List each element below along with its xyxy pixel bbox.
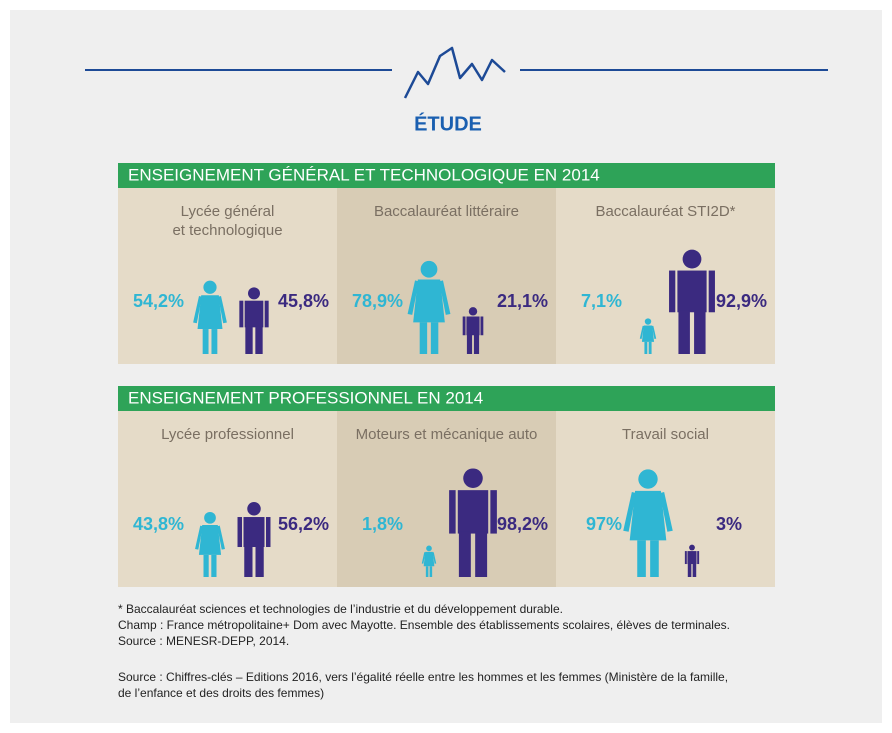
- figure-head: [638, 469, 657, 488]
- figure-body: [245, 301, 264, 328]
- figure-head: [683, 250, 702, 269]
- figure-body: [466, 316, 479, 335]
- figure-arm: [669, 271, 675, 313]
- figure-body: [199, 525, 221, 555]
- figure-head: [204, 512, 216, 524]
- panel-label: Moteurs et mécanique auto: [356, 426, 538, 443]
- figure-head: [689, 545, 695, 551]
- women-percent: 54,2%: [133, 291, 184, 311]
- figure-leg: [244, 546, 252, 577]
- figure-arm: [490, 490, 497, 533]
- figure-body: [413, 280, 445, 323]
- figure-head: [426, 546, 432, 552]
- panel-label: et technologique: [172, 222, 282, 239]
- figure-leg: [459, 531, 471, 577]
- panel-label: Travail social: [622, 426, 709, 443]
- figure-arm: [685, 551, 687, 564]
- men-percent: 92,9%: [716, 291, 767, 311]
- source-note: Source : Chiffres-clés – Editions 2016, …: [118, 670, 728, 684]
- women-percent: 7,1%: [581, 291, 622, 311]
- figure-head: [421, 261, 438, 278]
- figure-leg: [678, 310, 689, 354]
- figure-head: [248, 287, 260, 299]
- figure-leg: [467, 334, 472, 354]
- men-percent: 45,8%: [278, 291, 329, 311]
- figure-body: [642, 325, 654, 341]
- figure-leg: [245, 326, 252, 354]
- figure-leg: [211, 329, 217, 354]
- header-title: ÉTUDE: [414, 112, 482, 135]
- figure-leg: [203, 329, 209, 354]
- panel-label: Lycée professionnel: [161, 426, 294, 443]
- figure-arm: [266, 517, 270, 547]
- figure-leg: [255, 546, 263, 577]
- figure-leg: [420, 322, 427, 354]
- figure-arm: [449, 490, 456, 533]
- figure-arm: [709, 271, 715, 313]
- panel-label: Baccalauréat littéraire: [374, 203, 519, 220]
- figure-arm: [265, 301, 269, 328]
- figure-head: [469, 307, 477, 315]
- figure-head: [463, 468, 483, 488]
- figure-leg: [694, 310, 705, 354]
- figure-leg: [650, 540, 659, 577]
- figure-leg: [649, 342, 652, 354]
- figure-leg: [430, 566, 433, 577]
- figure-leg: [203, 555, 208, 577]
- figure-body: [458, 490, 488, 533]
- footnote: Source : MENESR-DEPP, 2014.: [118, 634, 289, 648]
- figure-leg: [475, 531, 487, 577]
- figure-leg: [644, 342, 647, 354]
- figure-arm: [463, 316, 466, 335]
- footnote: Champ : France métropolitaine+ Dom avec …: [118, 618, 730, 632]
- men-percent: 56,2%: [278, 514, 329, 534]
- men-percent: 21,1%: [497, 291, 548, 311]
- women-percent: 97%: [586, 514, 622, 534]
- figure-body: [630, 491, 667, 540]
- source-note: de l’enfance et des droits des femmes): [118, 686, 324, 700]
- figure-leg: [474, 334, 479, 354]
- page: ÉTUDE ENSEIGNEMENT GÉNÉRAL ET TECHNOLOGI…: [0, 0, 892, 733]
- figure-leg: [426, 566, 429, 577]
- figure-body: [424, 552, 435, 566]
- figure-body: [198, 295, 223, 329]
- men-percent: 3%: [716, 514, 742, 534]
- figure-arm: [697, 551, 699, 564]
- figure-body: [687, 551, 696, 564]
- figure-arm: [238, 517, 242, 547]
- panel-label: Baccalauréat STI2D*: [595, 203, 735, 220]
- figure-head: [203, 281, 216, 294]
- figure-leg: [431, 322, 438, 354]
- section-title: ENSEIGNEMENT PROFESSIONNEL EN 2014: [128, 388, 483, 407]
- figure-leg: [637, 540, 646, 577]
- women-percent: 43,8%: [133, 514, 184, 534]
- figure-leg: [688, 563, 692, 577]
- panel-label: Lycée général: [181, 203, 275, 220]
- figure-head: [247, 502, 260, 515]
- figure-head: [645, 318, 651, 324]
- figure-leg: [693, 563, 697, 577]
- figure-arm: [481, 316, 484, 335]
- figure-leg: [255, 326, 262, 354]
- figure-body: [244, 517, 265, 547]
- women-percent: 78,9%: [352, 291, 403, 311]
- section-title: ENSEIGNEMENT GÉNÉRAL ET TECHNOLOGIQUE EN…: [128, 165, 600, 184]
- men-percent: 98,2%: [497, 514, 548, 534]
- figure-arm: [239, 301, 243, 328]
- figure-leg: [211, 555, 216, 577]
- women-percent: 1,8%: [362, 514, 403, 534]
- figure-body: [677, 271, 706, 313]
- footnote: * Baccalauréat sciences et technologies …: [118, 602, 563, 616]
